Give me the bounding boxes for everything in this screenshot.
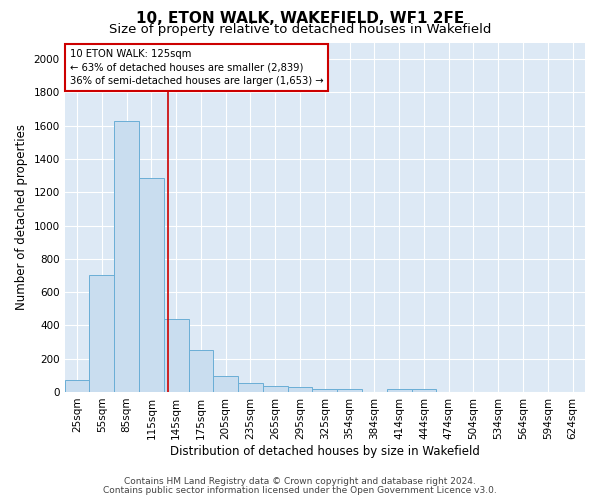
- Bar: [214, 376, 238, 392]
- Bar: [337, 390, 362, 392]
- Bar: [164, 318, 188, 392]
- Bar: [387, 388, 412, 392]
- Bar: [313, 388, 337, 392]
- Text: Contains public sector information licensed under the Open Government Licence v3: Contains public sector information licen…: [103, 486, 497, 495]
- Bar: [287, 387, 313, 392]
- Y-axis label: Number of detached properties: Number of detached properties: [15, 124, 28, 310]
- Text: Size of property relative to detached houses in Wakefield: Size of property relative to detached ho…: [109, 22, 491, 36]
- Bar: [238, 383, 263, 392]
- Bar: [412, 390, 436, 392]
- X-axis label: Distribution of detached houses by size in Wakefield: Distribution of detached houses by size …: [170, 444, 480, 458]
- Bar: [188, 350, 214, 392]
- Text: Contains HM Land Registry data © Crown copyright and database right 2024.: Contains HM Land Registry data © Crown c…: [124, 477, 476, 486]
- Text: 10 ETON WALK: 125sqm
← 63% of detached houses are smaller (2,839)
36% of semi-de: 10 ETON WALK: 125sqm ← 63% of detached h…: [70, 50, 323, 86]
- Bar: [89, 276, 114, 392]
- Bar: [65, 380, 89, 392]
- Text: 10, ETON WALK, WAKEFIELD, WF1 2FE: 10, ETON WALK, WAKEFIELD, WF1 2FE: [136, 11, 464, 26]
- Bar: [114, 120, 139, 392]
- Bar: [139, 178, 164, 392]
- Bar: [263, 386, 287, 392]
